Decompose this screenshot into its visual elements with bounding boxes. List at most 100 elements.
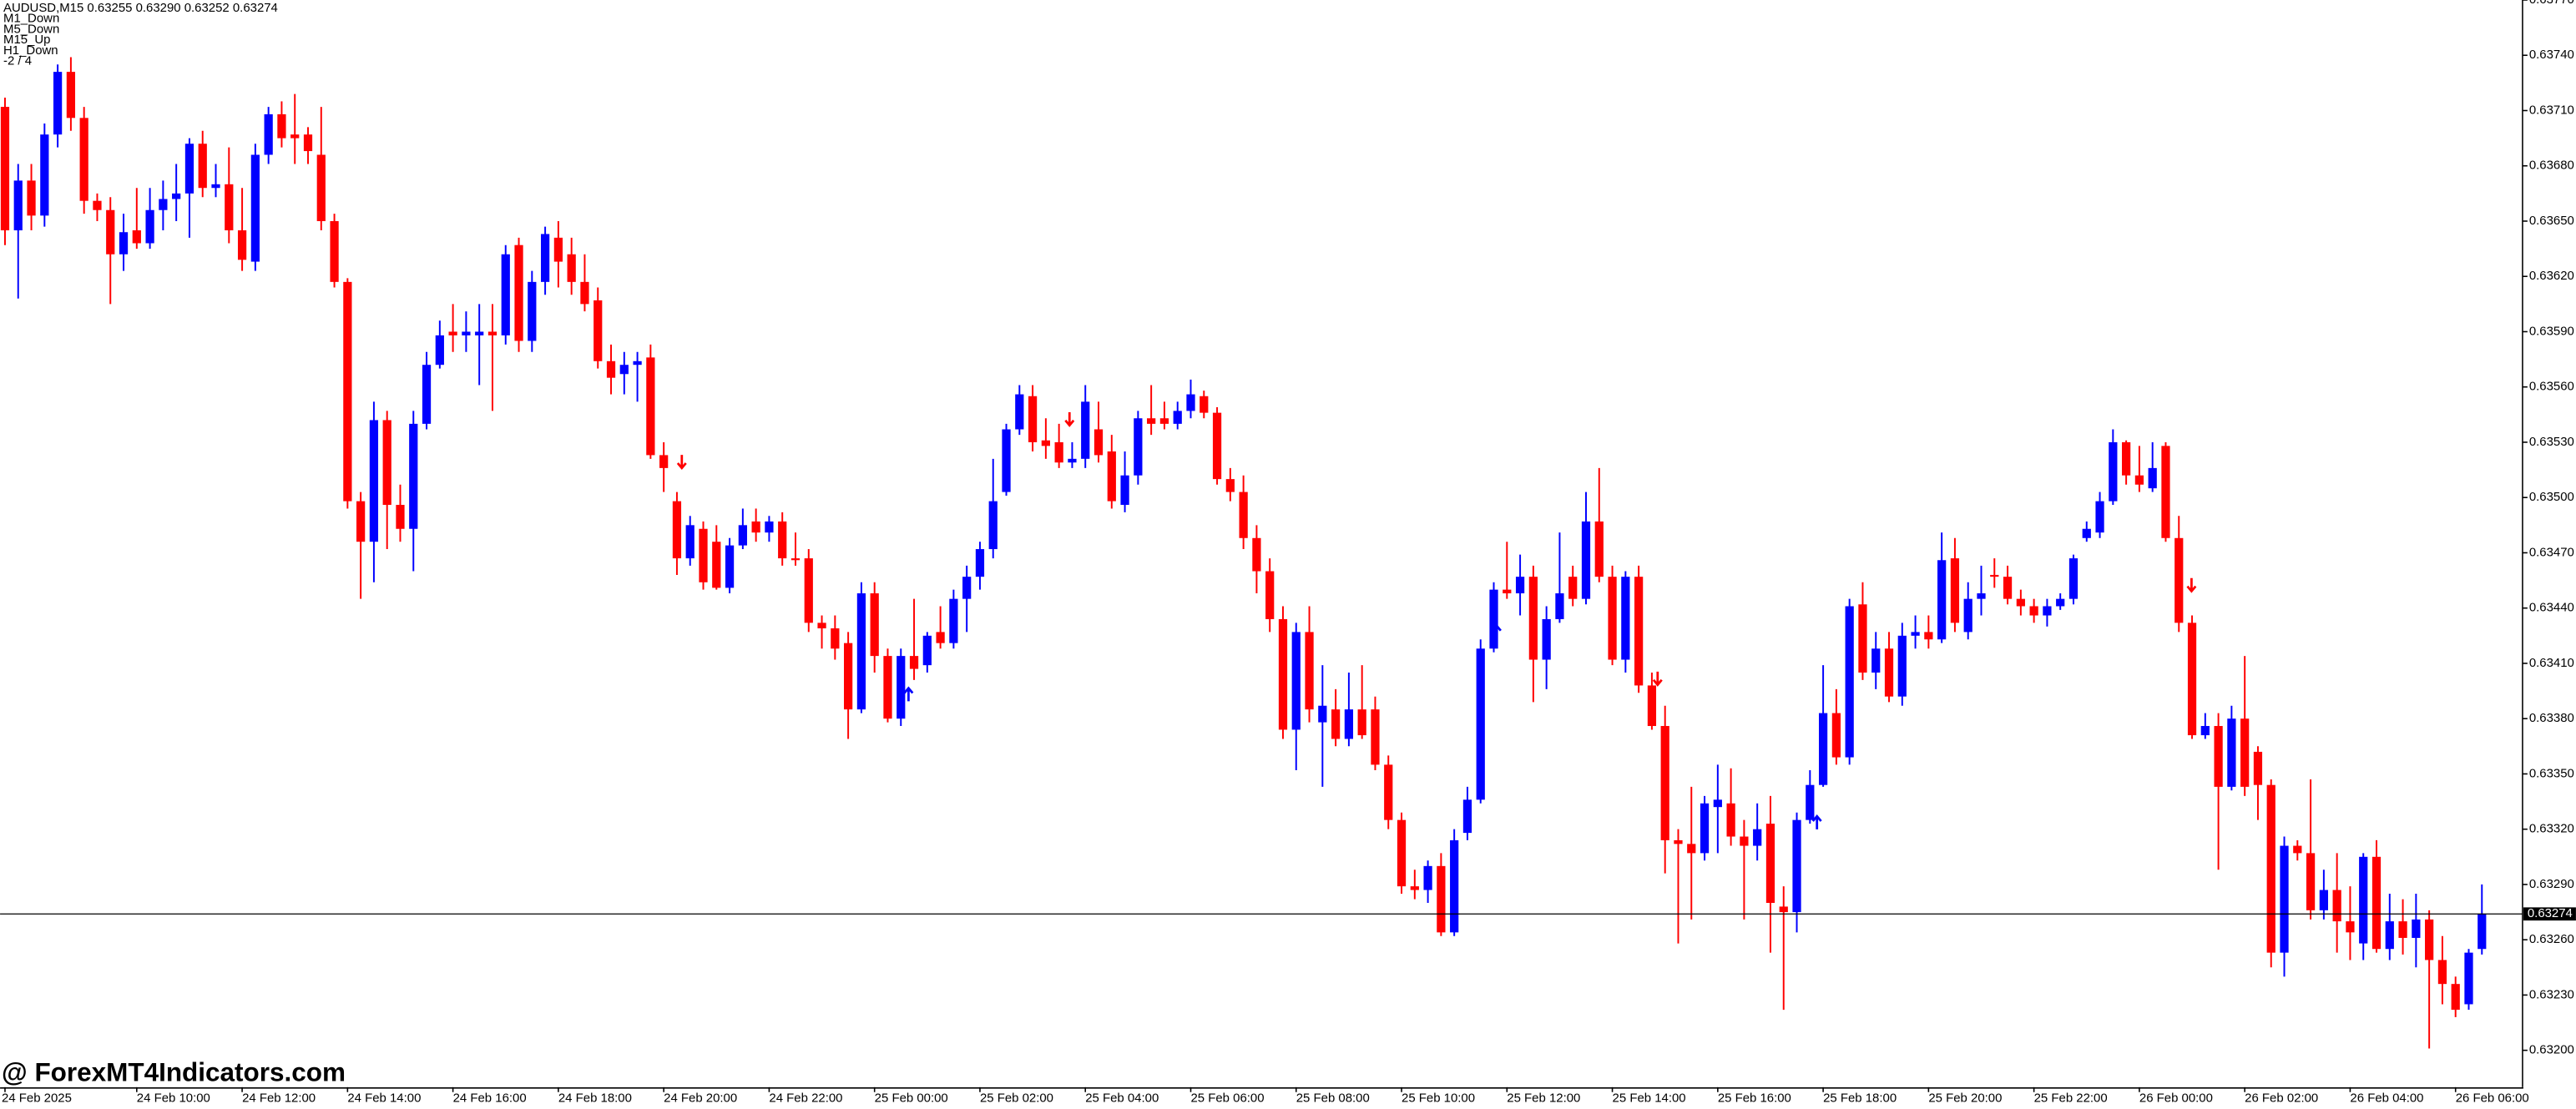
- candle-body: [264, 113, 273, 155]
- candle-body: [567, 254, 576, 282]
- x-tick-label: 24 Feb 18:00: [558, 1091, 632, 1106]
- y-tick-label: 0.63320: [2529, 822, 2574, 836]
- candle-body: [27, 180, 36, 216]
- candle-body: [1305, 632, 1314, 710]
- down-arrow: [2186, 577, 2197, 593]
- candle-body: [250, 154, 260, 262]
- candle-body: [2451, 984, 2460, 1011]
- candle-body: [1265, 571, 1275, 619]
- x-tick-label: 25 Feb 16:00: [1718, 1091, 1791, 1106]
- candle-body: [2214, 726, 2223, 787]
- candle-body: [2016, 598, 2025, 607]
- candle-body: [66, 72, 76, 118]
- up-arrow: [1811, 814, 1822, 829]
- y-tick-label: 0.63260: [2529, 932, 2574, 946]
- candle-body: [277, 113, 286, 139]
- candle-body: [1990, 574, 1999, 577]
- candle-body: [790, 558, 801, 561]
- candle-body: [831, 628, 840, 649]
- x-tick-label: 26 Feb 06:00: [2456, 1091, 2529, 1106]
- candle-body: [356, 501, 366, 542]
- candle-body: [1647, 685, 1657, 727]
- candle-body: [303, 134, 313, 152]
- candle-body: [1028, 396, 1038, 442]
- candle-body: [1068, 458, 1077, 463]
- y-tick-label: 0.63620: [2529, 269, 2574, 283]
- candle-body: [2029, 606, 2038, 616]
- candle-body: [422, 365, 432, 424]
- candle-body: [211, 184, 220, 189]
- y-tick-label: 0.63770: [2529, 0, 2574, 7]
- candle-body: [1225, 479, 1235, 492]
- down-arrow: [1652, 671, 1663, 687]
- candle-body: [1239, 491, 1248, 538]
- candle-body: [2478, 914, 2487, 950]
- candle-body: [1713, 799, 1722, 808]
- candle-body: [462, 331, 471, 335]
- candle-body: [1884, 648, 1894, 697]
- y-tick-label: 0.63590: [2529, 324, 2574, 338]
- candle-body: [870, 593, 879, 657]
- candle-body: [2464, 952, 2473, 1005]
- candle-body: [2437, 960, 2447, 985]
- candle-body: [1528, 577, 1538, 660]
- x-tick-label: 26 Feb 02:00: [2245, 1091, 2318, 1106]
- candle-body: [40, 134, 49, 216]
- indicator-line: M15_Up: [3, 33, 50, 47]
- candle-body: [448, 331, 457, 335]
- x-tick-label: 25 Feb 00:00: [875, 1091, 948, 1106]
- signal-arrows: [676, 411, 2197, 829]
- candle-body: [1608, 577, 1617, 660]
- candle-body: [2306, 853, 2316, 910]
- indicator-line: M5_Down: [3, 22, 59, 36]
- candle-body: [13, 180, 23, 231]
- price-label-box: [2523, 907, 2576, 921]
- candle-body: [1660, 726, 1669, 840]
- candle-body: [2122, 441, 2131, 476]
- x-tick-label: 24 Feb 22:00: [769, 1091, 842, 1106]
- x-tick-label: 25 Feb 14:00: [1613, 1091, 1686, 1106]
- candle-body: [2332, 890, 2341, 922]
- candle-body: [1054, 441, 1063, 463]
- candle-body: [804, 558, 813, 623]
- candle-body: [2266, 784, 2275, 953]
- y-tick-label: 0.63230: [2529, 987, 2574, 1001]
- candle-body: [316, 154, 326, 221]
- candle-body: [1806, 784, 1815, 820]
- indicator-line: M1_Down: [3, 12, 59, 26]
- candle-body: [844, 643, 853, 710]
- y-tick-label: 0.63710: [2529, 103, 2574, 117]
- candle-body: [1963, 598, 1972, 633]
- indicator-line: -2 / 4: [3, 54, 32, 68]
- candle-body: [593, 300, 603, 361]
- candle-body: [159, 199, 168, 210]
- candle-body: [553, 237, 563, 262]
- candle-body: [1897, 635, 1907, 697]
- candle-body: [672, 501, 682, 559]
- candle-body: [817, 623, 826, 628]
- candle-body: [1858, 604, 1867, 673]
- x-tick-label: 24 Feb 2025: [2, 1091, 72, 1106]
- candle-body: [2253, 751, 2263, 785]
- candle-body: [633, 360, 642, 365]
- candle-body: [1871, 648, 1881, 673]
- candle-body: [1331, 709, 1341, 739]
- candle-body: [725, 545, 735, 588]
- candle-body: [738, 525, 747, 546]
- candle-body: [1818, 713, 1828, 785]
- candle-body: [475, 331, 484, 335]
- candle-body: [975, 549, 985, 577]
- candle-body: [1555, 593, 1564, 619]
- candle-body: [225, 184, 234, 231]
- y-tick-label: 0.63470: [2529, 545, 2574, 559]
- candle-body: [2412, 919, 2421, 938]
- candle-body: [619, 365, 629, 375]
- candle-body: [1950, 558, 1960, 623]
- candle-body: [2280, 845, 2289, 953]
- candle-body: [699, 528, 708, 582]
- up-arrow: [903, 686, 914, 702]
- candle-body: [2200, 726, 2210, 736]
- candle-body: [646, 357, 655, 456]
- candle-body: [343, 281, 352, 502]
